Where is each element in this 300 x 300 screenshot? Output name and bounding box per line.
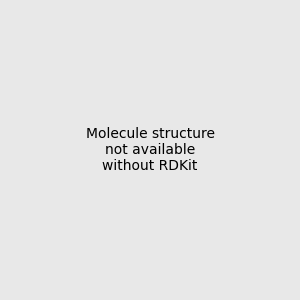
Text: Molecule structure
not available
without RDKit: Molecule structure not available without…	[85, 127, 214, 173]
